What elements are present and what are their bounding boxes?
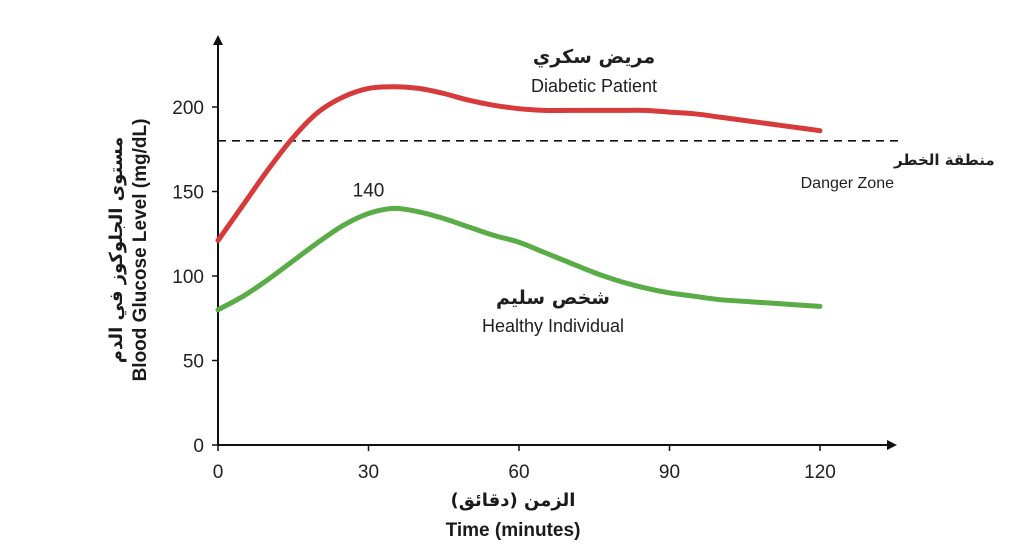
- y-tick-label: 0: [193, 436, 204, 457]
- y-tick-label: 50: [183, 352, 204, 373]
- peak-value-annotation: 140: [353, 180, 385, 201]
- x-tick-label: 60: [508, 462, 529, 483]
- danger-zone-label-ar: منطقة الخطر: [893, 151, 995, 169]
- y-axis-title-ar: مستوى الجلوكوز في الدم: [106, 137, 127, 364]
- y-tick-label: 150: [172, 183, 204, 204]
- diabetic-label-ar: مريض سكري: [533, 46, 655, 69]
- healthy-series-line: [215, 205, 823, 313]
- y-tick-group: 0 50 100 150 200: [172, 98, 218, 457]
- y-tick-label: 200: [172, 98, 204, 119]
- healthy-label-en: Healthy Individual: [482, 316, 624, 336]
- x-axis-title-ar: الزمن (دقائق): [451, 490, 576, 511]
- x-axis-title-en: Time (minutes): [446, 520, 581, 541]
- healthy-label-ar: شخص سليم: [496, 287, 610, 309]
- x-tick-label: 90: [659, 462, 680, 483]
- y-axis-title-en: Blood Glucose Level (mg/dL): [130, 119, 151, 382]
- y-tick-label: 100: [172, 267, 204, 288]
- diabetic-series-line: [215, 84, 823, 243]
- x-tick-label: 30: [358, 462, 379, 483]
- diabetic-label-en: Diabetic Patient: [531, 76, 657, 96]
- x-tick-label: 0: [213, 462, 224, 483]
- x-tick-label: 120: [804, 462, 836, 483]
- x-tick-group: 0 30 60 90 120: [213, 445, 836, 483]
- danger-zone-label-en: Danger Zone: [801, 175, 894, 192]
